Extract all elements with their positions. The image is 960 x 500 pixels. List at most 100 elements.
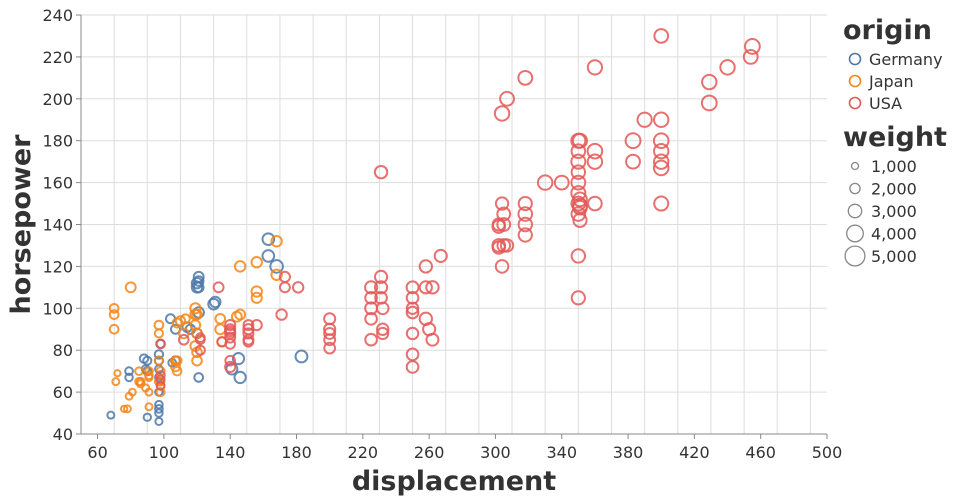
x-tick-label: 340: [546, 443, 577, 462]
x-tick-label: 420: [679, 443, 710, 462]
point-usa: [570, 153, 587, 170]
point-germany: [142, 412, 152, 422]
point-usa: [425, 280, 440, 295]
point-usa: [250, 318, 263, 332]
point-germany: [261, 232, 276, 247]
y-tick-label: 120: [42, 257, 73, 276]
point-usa: [586, 153, 604, 170]
point-germany: [154, 416, 164, 427]
point-usa: [224, 338, 237, 350]
point-germany: [209, 295, 222, 309]
legend-size-swatch: [846, 224, 864, 243]
point-usa: [373, 269, 389, 284]
point-usa: [653, 111, 670, 128]
point-usa: [323, 341, 337, 355]
point-germany: [153, 349, 165, 360]
point-usa: [405, 290, 420, 305]
point-usa: [517, 216, 533, 233]
x-tick-label: 380: [613, 443, 644, 462]
point-japan: [144, 366, 154, 376]
point-germany: [124, 372, 134, 383]
point-japan: [250, 255, 263, 269]
legend-swatch-germany: [848, 52, 862, 66]
legend-size-swatch: [844, 245, 866, 267]
point-japan: [171, 365, 183, 377]
point-usa: [587, 195, 603, 212]
point-usa: [376, 326, 390, 341]
point-usa: [242, 327, 255, 340]
point-japan: [119, 404, 129, 414]
point-japan: [122, 404, 132, 414]
x-tick-label: 60: [87, 443, 107, 462]
point-germany: [124, 366, 134, 377]
point-usa: [653, 142, 670, 160]
point-usa: [517, 206, 534, 222]
point-germany: [154, 404, 164, 414]
x-axis-title: displacement: [352, 466, 556, 497]
y-axis-title: horsepower: [6, 134, 37, 315]
point-usa: [494, 196, 510, 211]
point-japan: [153, 328, 165, 339]
x-tick-label: 140: [215, 443, 246, 462]
point-usa: [517, 227, 533, 243]
point-usa: [744, 38, 761, 55]
point-germany: [233, 370, 247, 385]
point-japan: [234, 308, 247, 321]
point-usa: [278, 270, 291, 283]
point-usa: [653, 28, 670, 44]
x-tick-label: 260: [414, 443, 445, 462]
y-tick-label: 100: [42, 299, 73, 318]
point-germany: [142, 355, 153, 366]
point-usa: [425, 332, 440, 347]
point-japan: [177, 327, 190, 340]
legend-label-japan: Japan: [868, 72, 914, 91]
point-usa: [636, 111, 653, 128]
point-japan: [233, 260, 247, 273]
axes: 60 100 140 180 220 260 300 340 380 420 460 500 40 60 8…: [42, 6, 842, 462]
point-usa: [571, 197, 589, 214]
point-usa: [742, 48, 759, 65]
y-tick-label: 200: [42, 90, 73, 109]
point-usa: [364, 290, 378, 305]
point-usa: [275, 308, 288, 321]
point-japan: [191, 308, 203, 321]
point-japan: [108, 302, 120, 314]
point-japan: [134, 366, 144, 376]
point-japan: [171, 355, 183, 367]
legend-label-usa: USA: [869, 94, 902, 113]
point-usa: [373, 280, 389, 295]
point-japan: [144, 402, 154, 412]
legend-swatch-japan: [848, 74, 862, 88]
point-japan: [111, 377, 121, 387]
point-usa: [493, 105, 511, 122]
point-usa: [323, 326, 337, 340]
legend-size-swatch: [849, 182, 861, 195]
point-usa: [586, 142, 604, 160]
point-japan: [214, 312, 227, 325]
x-tick-label: 180: [281, 443, 312, 462]
point-germany: [294, 349, 309, 364]
point-usa: [405, 305, 420, 320]
y-tick-label: 140: [42, 216, 73, 235]
point-usa: [570, 290, 586, 306]
point-japan: [153, 355, 165, 366]
point-usa: [496, 217, 512, 232]
point-germany: [106, 410, 116, 420]
point-usa: [700, 94, 718, 112]
point-usa: [624, 132, 642, 150]
point-japan: [180, 313, 191, 325]
point-germany: [192, 281, 205, 294]
point-japan: [189, 302, 202, 315]
point-japan: [270, 268, 283, 281]
point-japan: [108, 309, 120, 320]
point-japan: [144, 370, 154, 381]
point-japan: [113, 369, 122, 378]
point-japan: [144, 387, 154, 397]
point-japan: [174, 315, 187, 327]
legend-size-swatch: [850, 161, 860, 171]
point-usa: [496, 206, 512, 222]
legend-size-swatch: [847, 203, 863, 219]
point-usa: [570, 143, 587, 159]
point-usa: [418, 280, 433, 295]
grid: [80, 14, 827, 435]
